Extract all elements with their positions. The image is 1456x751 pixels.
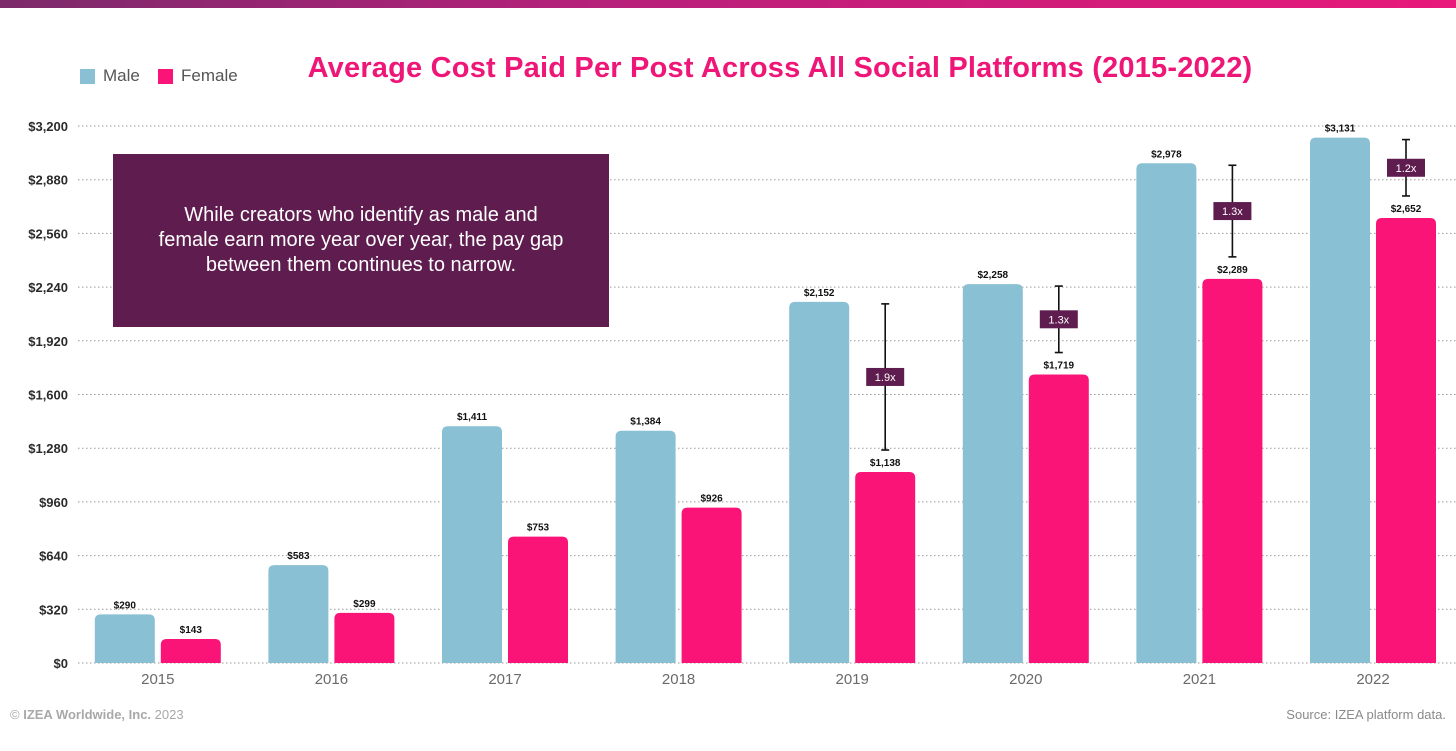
data-label-male: $2,258 [978,270,1009,281]
bar-female [1028,374,1089,663]
x-tick-label: 2022 [1356,671,1389,688]
data-label-female: $143 [180,625,203,636]
data-label-female: $926 [700,494,723,505]
gap-ratio-label: 1.3x [1222,206,1243,218]
legend-swatch-male [80,68,95,84]
bar-female [855,472,916,663]
x-tick-label: 2019 [836,671,869,688]
y-tick-label: $1,280 [28,441,68,456]
x-tick-label: 2020 [1009,671,1042,688]
data-label-female: $2,652 [1391,204,1422,215]
gap-ratio-badge [866,367,905,386]
data-label-female: $1,138 [870,458,901,469]
data-label-male: $290 [114,600,137,611]
y-tick-label: $2,560 [28,226,68,241]
y-tick-label: $640 [39,549,68,564]
legend-label-female: Female [181,66,238,85]
copyright-symbol: © [10,707,24,722]
footer-copyright: © IZEA Worldwide, Inc. 2023 [10,707,184,722]
bar-female [681,507,742,663]
callout-box: While creators who identify as male and … [113,154,609,327]
chart-title: Average Cost Paid Per Post Across All So… [307,52,1253,84]
data-label-female: $753 [527,523,550,534]
data-label-male: $2,152 [804,288,835,299]
gap-ratio-badge [1213,202,1252,221]
bar-female [1202,278,1263,663]
gap-ratio-label: 1.9x [875,372,896,384]
data-label-female: $299 [353,599,376,610]
copyright-year: 2023 [154,707,184,722]
data-label-male: $1,384 [630,417,661,428]
bar-female [160,639,221,663]
y-tick-label: $960 [39,495,68,510]
bar-male [789,301,850,663]
gap-ratio-label: 1.2x [1396,163,1417,175]
legend-label-male: Male [103,66,140,85]
data-label-male: $1,411 [457,412,487,423]
data-label-male: $2,978 [1151,149,1182,160]
x-tick-label: 2021 [1183,671,1216,688]
data-label-female: $1,719 [1044,361,1075,372]
gap-ratio-label: 1.3x [1048,314,1069,326]
y-tick-label: $3,200 [28,119,68,134]
copyright-company: IZEA Worldwide, Inc. [23,707,152,722]
bar-female [1376,217,1436,663]
y-tick-label: $1,600 [28,388,68,403]
y-tick-label: $320 [39,602,68,617]
x-tick-label: 2016 [315,671,348,688]
legend-item-female: Female [158,66,238,86]
footer-source: Source: IZEA platform data. [1286,707,1446,722]
legend-item-male: Male [80,66,140,86]
bar-male [615,430,676,663]
top-accent-stripe [0,0,1456,8]
gap-ratio-badge [1039,310,1078,329]
bar-male [442,426,502,663]
y-tick-label: $2,240 [28,280,68,295]
bar-female [508,536,568,663]
bar-male [94,614,155,663]
x-tick-label: 2017 [488,671,521,688]
bar-male [1136,163,1197,663]
y-tick-label: $2,880 [28,173,68,188]
bar-female [334,612,395,663]
x-tick-label: 2018 [662,671,695,688]
data-label-male: $583 [287,551,310,562]
data-label-male: $3,131 [1325,124,1356,135]
x-tick-label: 2015 [141,671,174,688]
bar-male [1310,137,1370,664]
gap-ratio-badge [1387,158,1425,177]
bar-male [268,565,329,663]
callout-text: While creators who identify as male and … [158,204,564,276]
y-tick-label: $0 [54,656,68,671]
legend-swatch-female [158,68,173,84]
data-label-female: $2,289 [1217,265,1248,276]
y-tick-label: $1,920 [28,334,68,349]
bar-male [962,284,1023,663]
